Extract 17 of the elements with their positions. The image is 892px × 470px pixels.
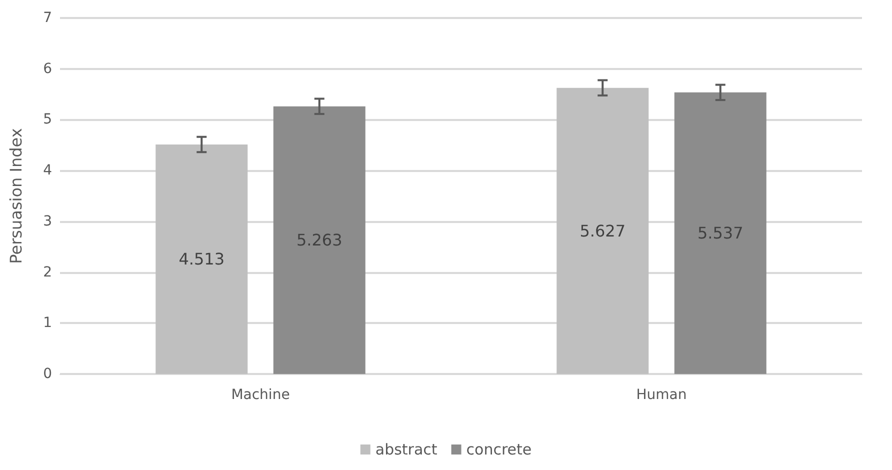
y-tick-label: 2	[43, 264, 52, 280]
y-tick-label: 6	[43, 60, 52, 77]
y-tick-label: 1	[43, 315, 52, 332]
x-tick-label: Machine	[231, 387, 290, 403]
legend-label: concrete	[466, 440, 532, 458]
data-label: 5.627	[580, 221, 626, 240]
legend-label: abstract	[375, 440, 438, 458]
data-label: 5.537	[697, 224, 744, 243]
y-tick-label: 5	[43, 112, 52, 128]
y-tick-label: 3	[43, 213, 52, 230]
data-label: 5.263	[296, 230, 342, 250]
y-tick-label: 7	[43, 10, 52, 26]
y-tick-label: 0	[43, 366, 52, 382]
data-label: 4.513	[178, 250, 225, 269]
y-axis-title: Persuasion Index	[6, 128, 26, 264]
x-tick-label: Human	[636, 387, 687, 403]
y-tick-label: 4	[43, 162, 52, 179]
